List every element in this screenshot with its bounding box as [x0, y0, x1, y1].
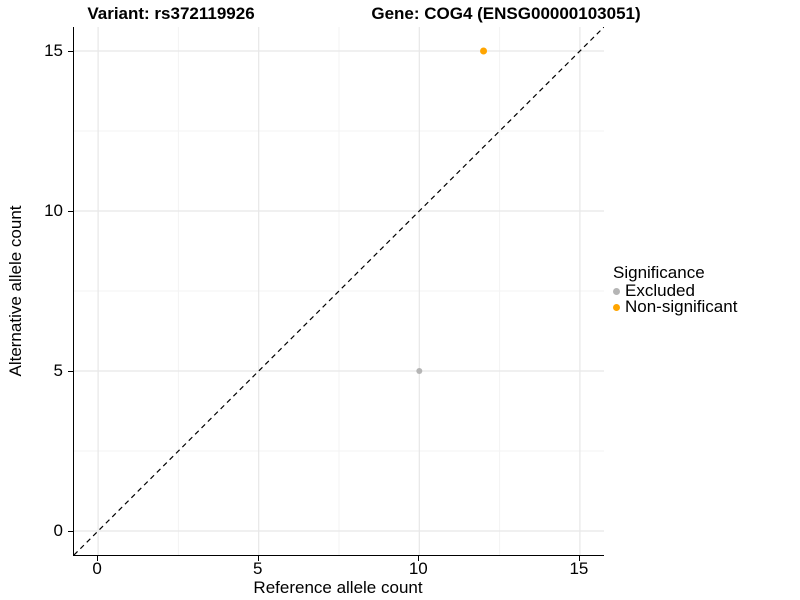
x-axis-tick [418, 556, 420, 561]
legend-item-label: Non-significant [625, 297, 738, 316]
legend-dot-icon [613, 303, 620, 311]
gene-title: Gene: COG4 (ENSG00000103051) [371, 4, 641, 23]
legend-title: Significance [613, 263, 705, 282]
x-axis-tick-label: 15 [569, 559, 589, 578]
y-axis-tick-label: 0 [53, 521, 63, 540]
legend-dot-icon [613, 287, 620, 295]
x-axis-tick-label: 0 [92, 559, 102, 578]
y-axis-tick-label: 10 [44, 201, 63, 220]
plot-canvas [74, 27, 604, 555]
y-axis-tick [68, 371, 73, 372]
y-axis-tick [68, 51, 73, 52]
legend: Significance Excluded Non-significant [613, 263, 737, 315]
x-axis-tick [97, 556, 99, 561]
x-axis-tick [257, 556, 259, 561]
y-axis-tick [68, 211, 73, 212]
x-axis-tick [578, 556, 580, 561]
data-point-excluded [416, 368, 423, 374]
y-axis-tick-label: 5 [53, 361, 63, 380]
plot-panel [73, 27, 604, 556]
y-axis-title: Alternative allele count [6, 205, 25, 377]
x-axis-title: Reference allele count [253, 578, 423, 597]
y-axis-tick-label: 15 [44, 41, 63, 60]
legend-items: Excluded Non-significant [613, 281, 738, 316]
legend-item: Excluded [613, 281, 737, 300]
data-point-non-significant [480, 47, 488, 55]
x-axis-tick-label: 5 [252, 559, 263, 578]
identity-line [74, 27, 604, 555]
variant-title: Variant: rs372119926 [87, 4, 255, 23]
legend-item-label: Excluded [625, 281, 695, 300]
legend-item: Non-significant [613, 297, 738, 316]
y-axis-tick [68, 531, 73, 532]
x-axis-tick-label: 10 [408, 559, 428, 578]
